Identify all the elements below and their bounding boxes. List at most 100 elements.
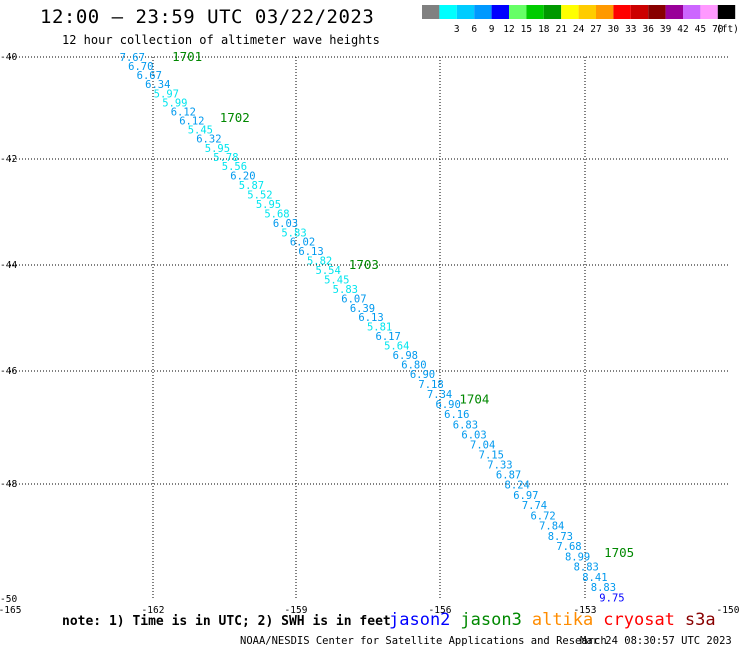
swh-value-label: 6.02 [290, 237, 315, 249]
scale-unit-label: (ft) [716, 24, 739, 35]
swh-value-label: 8.73 [548, 531, 573, 543]
y-tick-label: -50 [0, 594, 17, 605]
swh-value-label: 5.95 [256, 199, 281, 211]
scale-tick-label: 3 [454, 24, 460, 35]
scale-tick-label: 70 [712, 24, 724, 35]
y-tick-label: -44 [0, 260, 17, 271]
swh-value-label: 7.04 [470, 439, 495, 451]
scale-tick-label: 18 [538, 24, 550, 35]
scale-tick-label: 12 [503, 24, 514, 35]
scale-tick-label: 15 [521, 24, 532, 35]
y-tick-label: -42 [0, 154, 17, 165]
scale-swatch [700, 5, 718, 19]
axis-labels: -165 -162 -159 -156 -153 -150 -40 -42 -44 -46 -48 -… [0, 52, 740, 616]
scale-swatch [509, 5, 527, 19]
swh-value-label: 6.32 [196, 134, 221, 146]
swh-value-label: 8.83 [591, 582, 616, 594]
satellite-legend-jason3: jason3 [460, 610, 521, 630]
scale-tick-label: 6 [471, 24, 477, 35]
swh-value-label: 5.82 [307, 256, 332, 268]
swh-value-label: 6.12 [179, 116, 204, 128]
swh-value-label: 6.13 [298, 246, 323, 258]
scale-swatch [717, 5, 736, 19]
scale-tick-label: 27 [590, 24, 601, 35]
swh-value-label: 6.97 [513, 490, 538, 502]
swh-value-label: 7.74 [522, 500, 547, 512]
swh-value-label: 5.45 [324, 274, 349, 286]
scale-swatch [561, 5, 579, 19]
y-tick-label: -46 [0, 366, 17, 377]
scale-swatch [543, 5, 562, 19]
x-tick-label: -153 [574, 605, 597, 616]
satellite-legend-s3a: s3a [685, 610, 716, 630]
x-tick-label: -159 [285, 605, 308, 616]
scale-swatch [683, 5, 701, 19]
satellite-legend-altika: altika [532, 610, 593, 630]
swh-value-label: 6.67 [137, 70, 162, 82]
swh-value-label: 6.12 [171, 106, 196, 118]
generated-timestamp: Mar 24 08:30:57 UTC 2023 [580, 635, 732, 647]
chart-subtitle: 12 hour collection of altimeter wave hei… [62, 33, 380, 47]
satellite-legend-cryosat: cryosat [603, 610, 675, 630]
time-label: 1702 [220, 110, 250, 125]
scale-swatch [596, 5, 614, 19]
swh-value-label: 5.52 [247, 190, 272, 202]
scale-tick-label: 39 [660, 24, 672, 35]
satellite-legend: jason2 jason3 altika cryosat s3a [389, 610, 716, 630]
grid-lines [10, 56, 728, 599]
wave-height-color-scale: 3 6 9 12 15 18 21 24 27 30 33 36 39 42 45 70(ft) [422, 5, 739, 35]
swh-value-label: 5.64 [384, 341, 409, 353]
swh-value-label: 5.78 [213, 152, 238, 164]
swh-value-label: 6.87 [496, 470, 521, 482]
swh-value-label: 8.99 [565, 551, 590, 563]
swh-value-label: 5.54 [316, 265, 341, 277]
scale-swatch [578, 5, 596, 19]
x-tick-label: -156 [429, 605, 452, 616]
scale-tick-label: 30 [608, 24, 620, 35]
swh-value-label: 5.81 [367, 322, 392, 334]
swh-value-label: 5.83 [333, 284, 358, 296]
scale-tick-label: 33 [625, 24, 636, 35]
swh-value-label: 7.18 [418, 379, 443, 391]
swh-value-label: 6.83 [453, 419, 478, 431]
swh-value-label: 6.70 [128, 61, 153, 73]
x-tick-label: -165 [0, 605, 21, 616]
swh-value-label: 7.33 [487, 460, 512, 472]
credit-text: NOAA/NESDIS Center for Satellite Applica… [240, 635, 607, 647]
scale-swatch [630, 5, 649, 19]
scale-swatch [474, 5, 492, 19]
swh-value-label: 7.84 [539, 521, 564, 533]
note-text: note: 1) Time is in UTC; 2) SWH is in fe… [62, 614, 391, 629]
swh-value-label: 6.13 [358, 312, 383, 324]
swh-value-label: 5.56 [222, 161, 247, 173]
scale-tick-label: 42 [677, 24, 688, 35]
y-tick-label: -48 [0, 479, 17, 490]
x-tick-label: -150 [717, 605, 740, 616]
swh-value-label: 6.90 [410, 369, 435, 381]
swh-value-label: 6.16 [444, 409, 469, 421]
scale-swatch [526, 5, 544, 19]
swh-value-label: 6.72 [530, 510, 555, 522]
scale-tick-label: 45 [695, 24, 706, 35]
time-label: 1705 [604, 545, 634, 560]
swh-value-label: 7.68 [556, 541, 581, 553]
scale-tick-label: 21 [555, 24, 567, 35]
swh-value-label: 5.95 [205, 143, 230, 155]
swh-values: 7.676.706.676.345.975.996.126.125.456.32… [120, 52, 625, 604]
y-tick-label: -40 [0, 52, 17, 63]
swh-value-label: 6.34 [145, 79, 170, 91]
swh-value-label: 6.07 [341, 293, 366, 305]
x-tick-label: -162 [142, 605, 165, 616]
swh-value-label: 6.03 [461, 429, 486, 441]
swh-value-label: 6.98 [393, 350, 418, 362]
swh-value-label: 5.99 [162, 97, 187, 109]
scale-tick-label: 9 [489, 24, 495, 35]
swh-value-label: 5.68 [264, 208, 289, 220]
scale-tick-label: 24 [573, 24, 585, 35]
scale-swatch [648, 5, 666, 19]
swh-value-label: 8.83 [574, 562, 599, 574]
swh-value-label: 5.97 [154, 88, 179, 100]
time-label: 1704 [459, 391, 489, 406]
swh-value-label: 6.20 [230, 171, 255, 183]
time-labels: 1701 1702 1703 1704 1705 [172, 49, 634, 560]
